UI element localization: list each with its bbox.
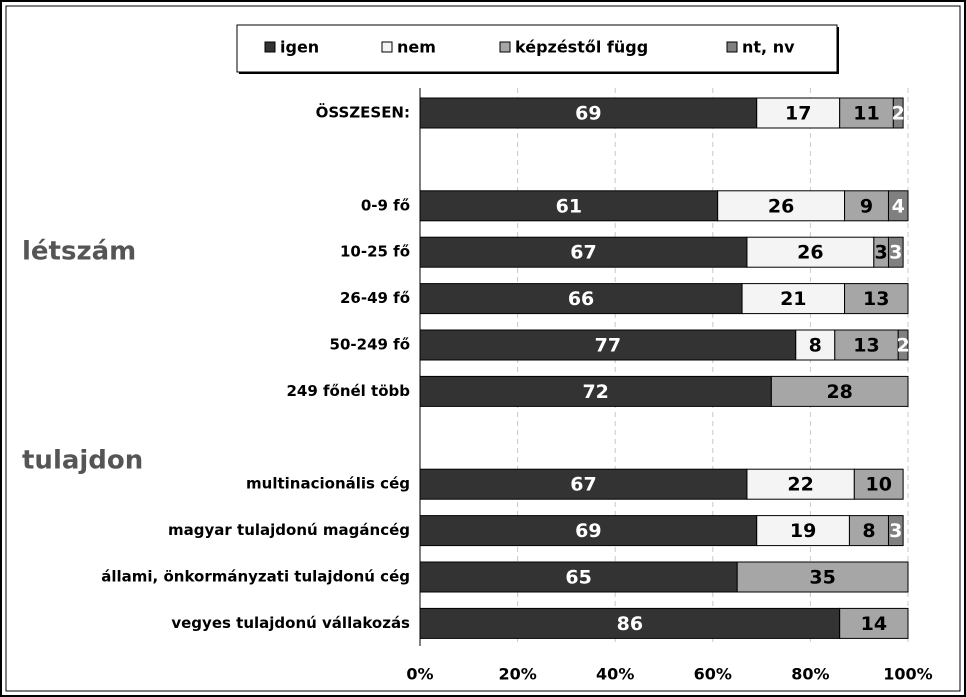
legend-swatch bbox=[726, 41, 738, 53]
x-tick-label: 0% bbox=[406, 665, 433, 684]
bar-segment bbox=[736, 561, 909, 593]
bar-segment bbox=[839, 97, 894, 129]
legend-swatch bbox=[264, 41, 276, 53]
legend-swatch bbox=[499, 41, 511, 53]
bar-segment bbox=[839, 607, 909, 639]
bar-segment bbox=[419, 283, 743, 315]
value-label: 77 bbox=[595, 335, 621, 357]
value-label: 2 bbox=[892, 103, 905, 125]
bar-segment bbox=[419, 97, 758, 129]
bar-segment bbox=[419, 190, 719, 222]
value-label: 61 bbox=[556, 195, 582, 217]
legend-label: igen bbox=[280, 38, 319, 57]
legend-label: képzéstől függ bbox=[515, 38, 648, 57]
bar-segment bbox=[853, 468, 904, 500]
value-label: 14 bbox=[861, 613, 887, 635]
value-label: 3 bbox=[889, 242, 902, 264]
bar-segment bbox=[848, 515, 889, 547]
bar-segment bbox=[419, 468, 748, 500]
y-tick-label: 10-25 fő bbox=[340, 243, 410, 261]
grid bbox=[419, 88, 909, 646]
bar-segment bbox=[887, 236, 904, 268]
bar-segment bbox=[887, 190, 909, 222]
value-label: 69 bbox=[575, 103, 601, 125]
bars bbox=[419, 97, 909, 639]
x-tick-label: 100% bbox=[883, 665, 932, 684]
y-tick-label: 249 főnél több bbox=[286, 382, 410, 400]
value-label: 35 bbox=[809, 567, 835, 589]
value-label: 69 bbox=[575, 520, 601, 542]
value-label: 17 bbox=[785, 103, 811, 125]
bar-segment bbox=[795, 329, 836, 361]
x-tick-label: 80% bbox=[791, 665, 829, 684]
bar-segment bbox=[419, 329, 797, 361]
legend-label: nt, nv bbox=[742, 38, 795, 57]
bar-segment bbox=[844, 283, 909, 315]
value-label: 67 bbox=[570, 474, 596, 496]
value-label: 13 bbox=[853, 335, 879, 357]
value-label: 66 bbox=[568, 288, 594, 310]
value-label: 13 bbox=[863, 288, 889, 310]
bar-segment bbox=[844, 190, 889, 222]
inner-frame bbox=[5, 5, 961, 692]
bar-segment bbox=[746, 236, 875, 268]
bar-segment bbox=[770, 375, 909, 407]
value-label: 65 bbox=[565, 567, 591, 589]
value-label: 2 bbox=[897, 335, 910, 357]
value-label: 3 bbox=[889, 520, 902, 542]
x-tick-label: 40% bbox=[596, 665, 634, 684]
value-label: 9 bbox=[860, 195, 873, 217]
value-label: 22 bbox=[787, 474, 813, 496]
value-label: 26 bbox=[768, 195, 794, 217]
legend-label: nem bbox=[397, 38, 436, 57]
legend-swatch bbox=[381, 41, 393, 53]
labels: 0% 20% 40% 60% 80% 100% ÖSSZESEN: 0-9 fő 10-25 f… bbox=[22, 38, 933, 684]
x-tick-label: 60% bbox=[694, 665, 732, 684]
value-label: 19 bbox=[790, 520, 816, 542]
value-label: 8 bbox=[809, 335, 822, 357]
y-tick-label: multinacionális cég bbox=[246, 475, 410, 493]
value-label: 72 bbox=[582, 381, 608, 403]
value-label: 8 bbox=[862, 520, 875, 542]
y-tick-label: magyar tulajdonú magáncég bbox=[168, 521, 410, 539]
group-label: tulajdon bbox=[22, 446, 143, 476]
bar-segment bbox=[897, 329, 909, 361]
bar-segment bbox=[887, 515, 904, 547]
bar-segment bbox=[419, 515, 758, 547]
group-label: létszám bbox=[22, 237, 136, 267]
y-tick-label: vegyes tulajdonú vállakozás bbox=[171, 614, 410, 632]
value-label: 3 bbox=[875, 242, 888, 264]
x-tick-label: 20% bbox=[498, 665, 536, 684]
bar-segment bbox=[419, 561, 738, 593]
value-label: 10 bbox=[865, 474, 891, 496]
y-tick-label: állami, önkormányzati tulajdonú cég bbox=[101, 568, 410, 586]
bar-segment bbox=[892, 97, 904, 129]
value-label: 21 bbox=[780, 288, 806, 310]
value-label: 67 bbox=[570, 242, 596, 264]
value-label: 4 bbox=[892, 195, 905, 217]
value-label: 28 bbox=[826, 381, 852, 403]
y-tick-label: 26-49 fő bbox=[340, 289, 410, 307]
value-label: 86 bbox=[617, 613, 643, 635]
y-tick-label: ÖSSZESEN: bbox=[316, 103, 410, 122]
y-tick-label: 0-9 fő bbox=[361, 196, 410, 214]
y-tick-label: 50-249 fő bbox=[330, 336, 410, 354]
bar-segment bbox=[419, 236, 748, 268]
bar-segment bbox=[419, 607, 841, 639]
value-label: 11 bbox=[853, 103, 879, 125]
value-label: 26 bbox=[797, 242, 823, 264]
bar-segment bbox=[746, 468, 855, 500]
bar-segment bbox=[717, 190, 846, 222]
